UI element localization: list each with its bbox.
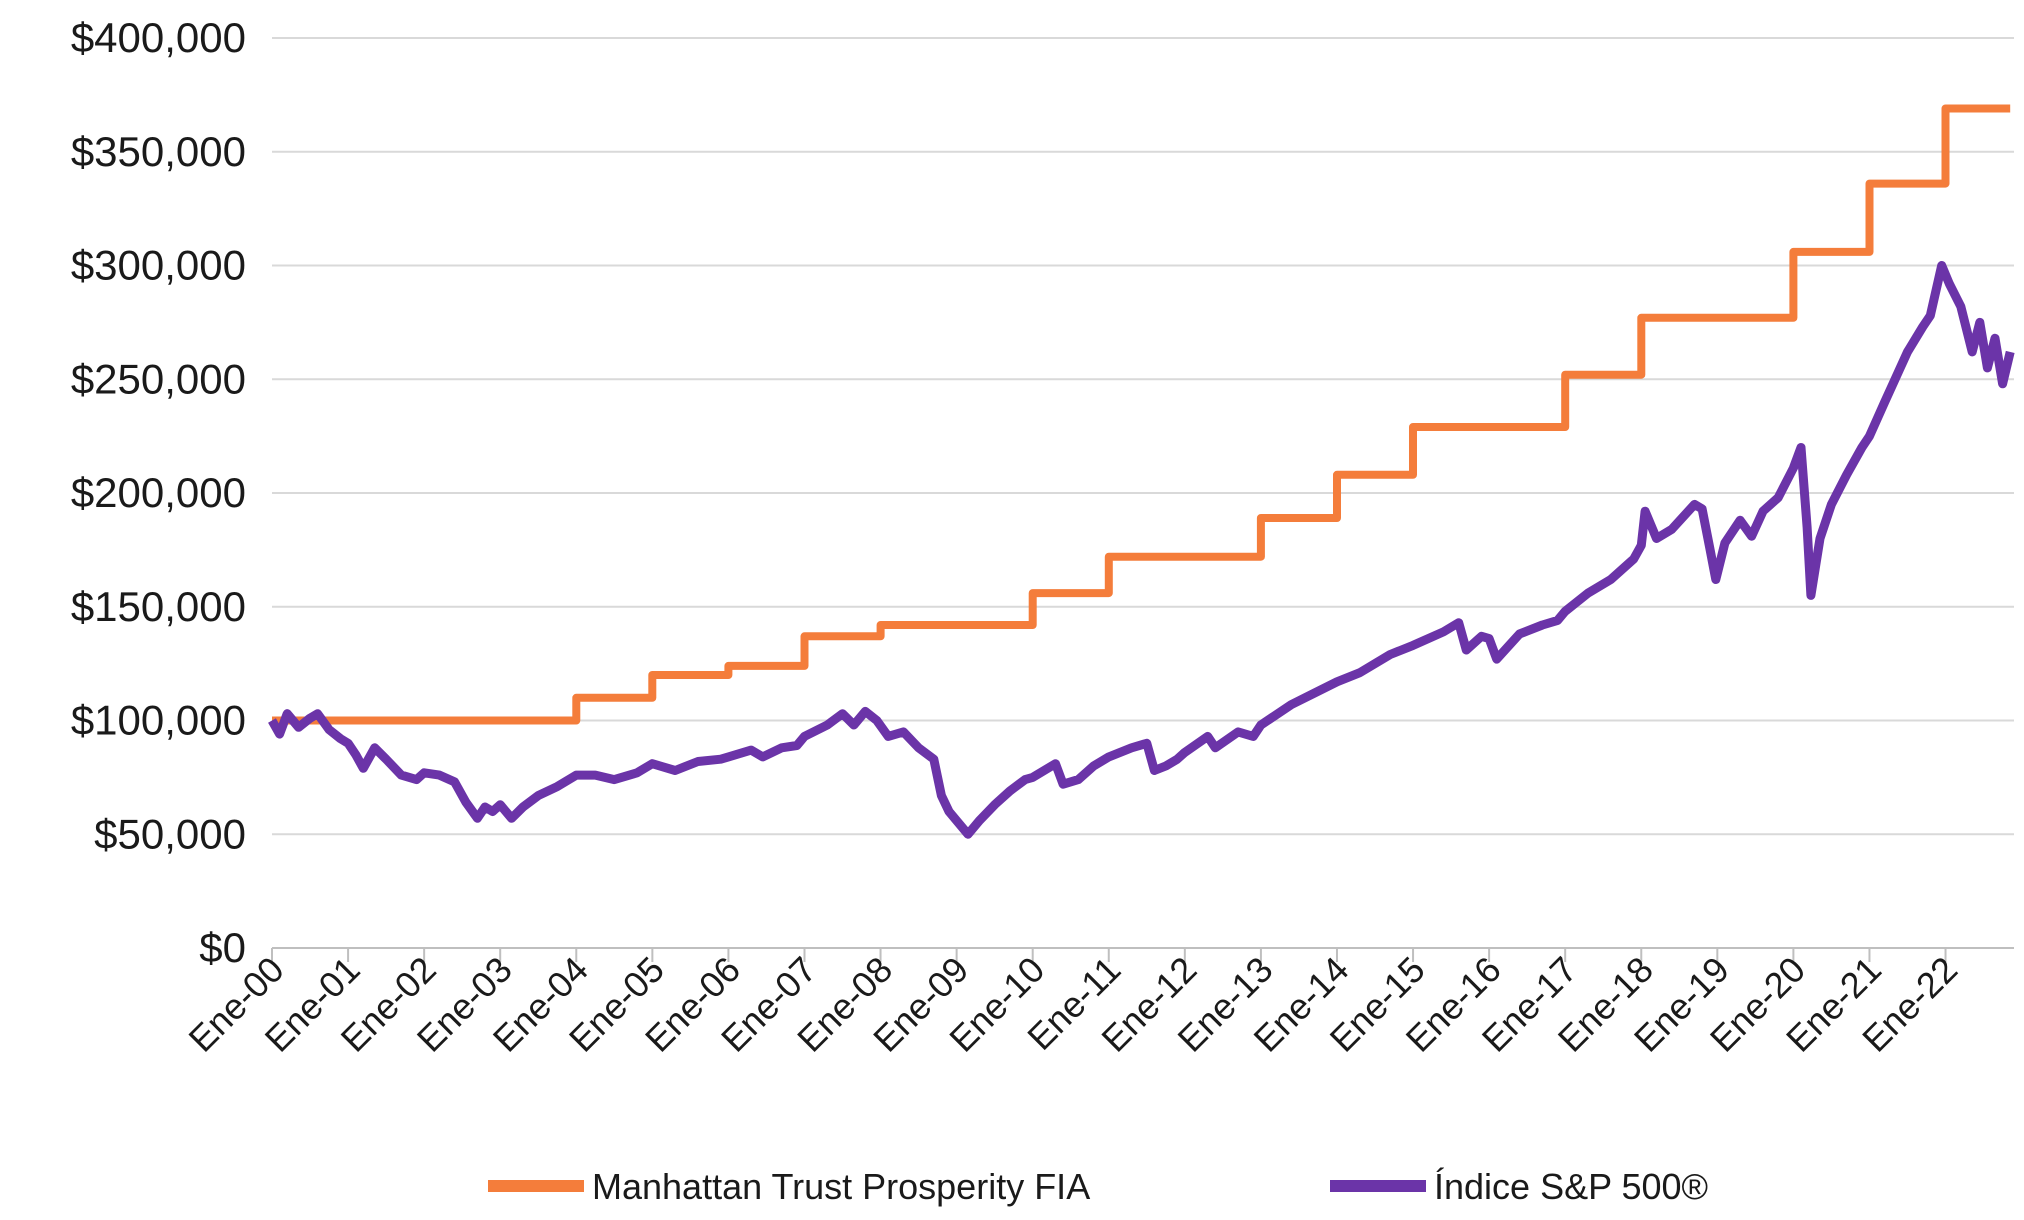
axes: $0 $50,000 $100,000 $150,000 $200,000 $250,00…	[71, 14, 2014, 1060]
data-series	[268, 104, 2015, 839]
y-tick-label: $250,000	[71, 355, 246, 402]
series-line-manhattan-trust	[272, 104, 2011, 725]
y-tick-label: $150,000	[71, 583, 246, 630]
y-tick-label: $50,000	[94, 810, 246, 857]
legend: Manhattan Trust Prosperity FIA Índice S&P…	[488, 1166, 1708, 1207]
series-line-sp500	[268, 261, 2015, 839]
legend-label: Índice S&P 500®	[1434, 1166, 1708, 1207]
grid-lines	[272, 37, 2014, 836]
y-tick-label: $200,000	[71, 469, 246, 516]
legend-label: Manhattan Trust Prosperity FIA	[592, 1166, 1090, 1207]
y-tick-label: $400,000	[71, 14, 246, 61]
y-tick-label: $350,000	[71, 128, 246, 175]
y-tick-label: $300,000	[71, 242, 246, 289]
y-tick-label: $0	[199, 924, 246, 971]
y-tick-label: $100,000	[71, 697, 246, 744]
